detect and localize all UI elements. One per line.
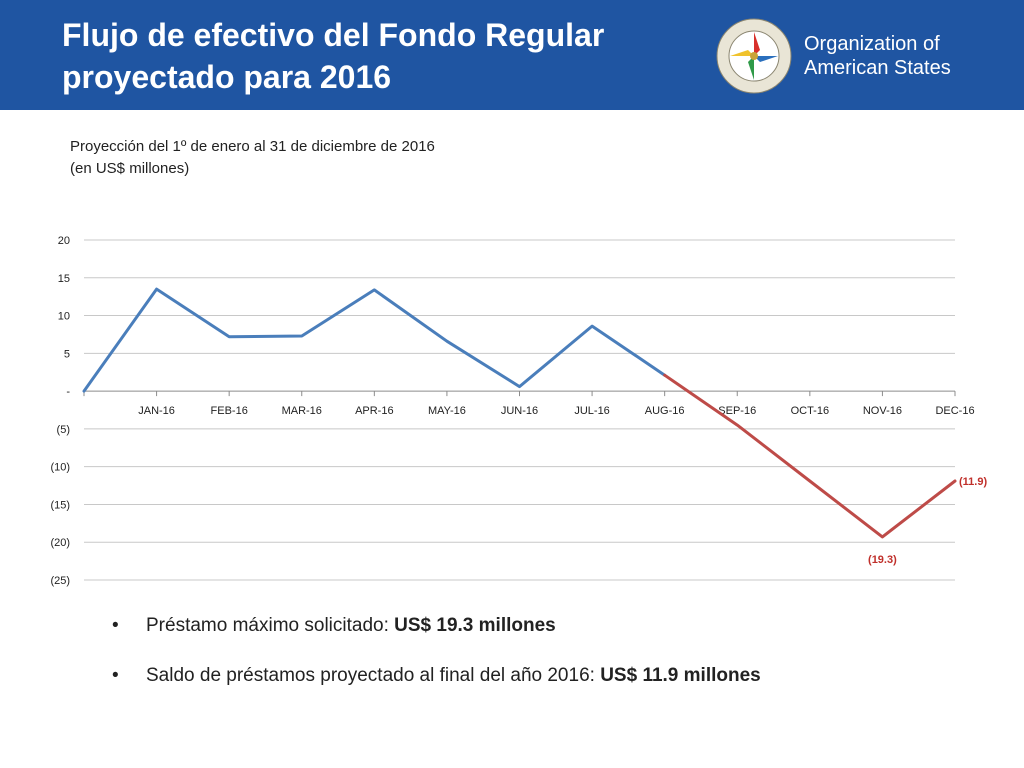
x-tick-label: OCT-16	[791, 405, 830, 417]
y-tick-label: (15)	[50, 499, 70, 511]
title-line-1: Flujo de efectivo del Fondo Regular	[62, 17, 605, 53]
y-tick-label: (20)	[50, 537, 70, 549]
x-tick-label: DEC-16	[935, 405, 974, 417]
y-tick-label: 20	[58, 235, 70, 247]
y-tick-label: 15	[58, 273, 70, 285]
oas-seal-icon	[716, 18, 792, 94]
org-name: Organization of American States	[804, 32, 951, 80]
x-tick-label: AUG-16	[645, 405, 685, 417]
y-tick-label: (25)	[50, 575, 70, 587]
x-tick-label: SEP-16	[718, 405, 756, 417]
header-bar: Flujo de efectivo del Fondo Regular proy…	[0, 0, 1024, 110]
data-label: (11.9)	[959, 476, 987, 488]
bullet-list: • Préstamo máximo solicitado: US$ 19.3 m…	[112, 612, 761, 712]
bullet-item-year-end-balance: • Saldo de préstamos proyectado al final…	[112, 662, 761, 690]
x-tick-label: NOV-16	[863, 405, 902, 417]
x-tick-label: JUN-16	[501, 405, 538, 417]
chart-subtitle: Proyección del 1º de enero al 31 de dici…	[70, 136, 435, 180]
subtitle-line-2: (en US$ millones)	[70, 160, 190, 177]
y-tick-label: (5)	[57, 424, 70, 436]
cash-flow-line-chart: 20 15 10 5 - (5) (10) (15) (20) (25) JAN-16 FEB-16 M…	[50, 235, 987, 587]
x-tick-label: APR-16	[355, 405, 394, 417]
bullet-value: US$ 11.9 millones	[600, 665, 761, 686]
x-tick-label: MAR-16	[282, 405, 322, 417]
bullet-value: US$ 19.3 millones	[394, 615, 556, 636]
x-tick-label: JUL-16	[574, 405, 609, 417]
y-tick-label: (10)	[50, 462, 70, 474]
page-title: Flujo de efectivo del Fondo Regular proy…	[62, 14, 702, 98]
bullet-text: Saldo de préstamos proyectado al final d…	[146, 665, 601, 686]
bullet-item-max-loan: • Préstamo máximo solicitado: US$ 19.3 m…	[112, 612, 761, 640]
header-divider	[0, 110, 1024, 114]
bullet-marker: •	[112, 615, 119, 636]
x-tick-label: MAY-16	[428, 405, 466, 417]
x-tick-label: FEB-16	[211, 405, 248, 417]
series-line-2	[663, 373, 957, 539]
y-tick-label: 5	[64, 348, 70, 360]
title-line-2: proyectado para 2016	[62, 59, 392, 95]
series-line-1	[82, 287, 667, 393]
bullet-marker: •	[112, 665, 119, 686]
bullet-text: Préstamo máximo solicitado:	[146, 615, 395, 636]
org-name-line-1: Organization of	[804, 33, 940, 55]
org-name-line-2: American States	[804, 57, 951, 79]
subtitle-line-1: Proyección del 1º de enero al 31 de dici…	[70, 138, 435, 155]
y-tick-label: 10	[58, 311, 70, 323]
x-tick-label: JAN-16	[138, 405, 175, 417]
y-tick-label: -	[66, 386, 70, 398]
data-label: (19.3)	[868, 554, 897, 566]
